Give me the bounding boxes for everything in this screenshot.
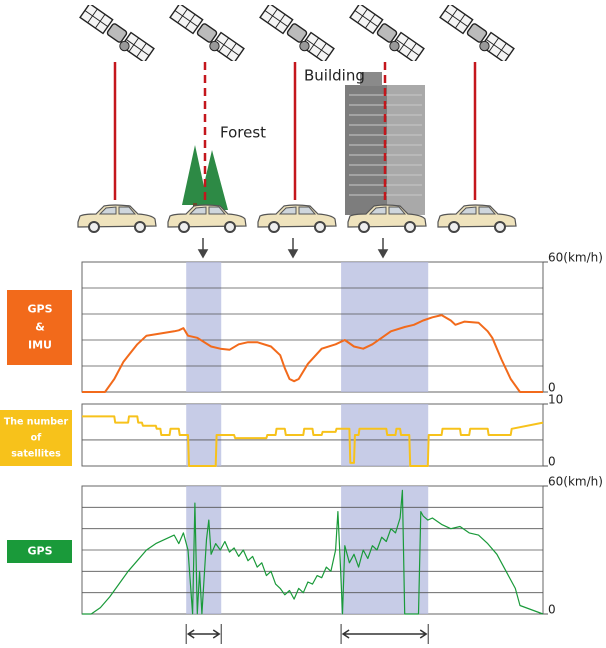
highlight-band <box>186 262 221 392</box>
y-tick-label: 0 <box>548 455 556 469</box>
forest-label: Forest <box>220 124 266 142</box>
y-tick-label: 10 <box>548 393 563 407</box>
scene: Building Forest <box>78 4 516 257</box>
satellites <box>80 4 514 63</box>
diagram: Building Forest 0 60(km/h) GPS & IMU 0 10 The n… <box>0 0 606 644</box>
panel-label: The number <box>4 417 69 428</box>
panel-label: & <box>35 321 45 334</box>
highlight-band <box>341 262 428 392</box>
down-arrows <box>199 238 387 257</box>
panel-label: of <box>31 433 43 444</box>
span-arrow <box>343 630 426 638</box>
y-tick-label: 60(km/h) <box>548 251 603 265</box>
panel-label: GPS <box>27 545 52 558</box>
building-label: Building <box>304 67 365 85</box>
panel-label: satellites <box>11 449 61 460</box>
span-arrow <box>188 630 219 638</box>
y-tick-label: 60(km/h) <box>548 475 603 489</box>
panel-label: IMU <box>28 339 52 352</box>
y-tick-label: 0 <box>548 603 556 617</box>
plot-area <box>82 262 543 392</box>
cars <box>78 205 516 232</box>
panel-label: GPS <box>27 303 52 316</box>
